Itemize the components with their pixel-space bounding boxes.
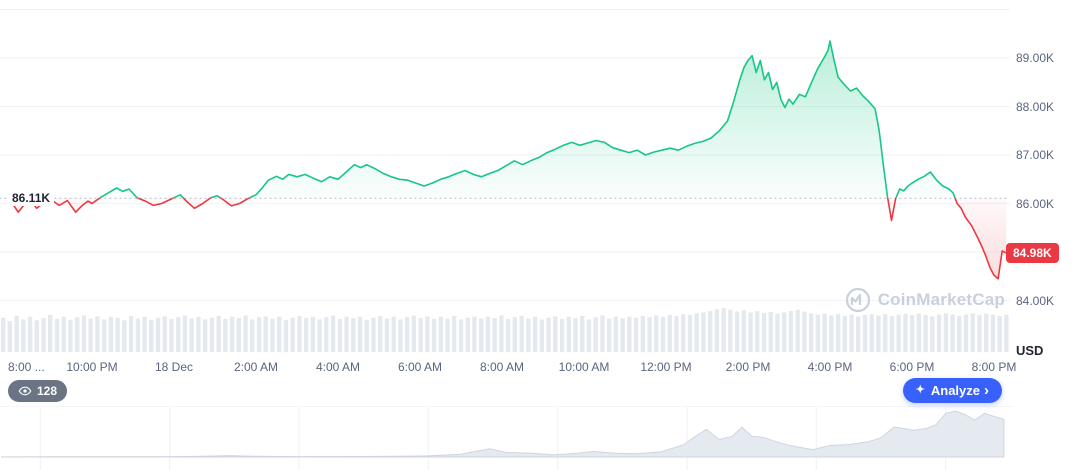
x-axis-label: 2:00 AM	[233, 360, 279, 374]
x-axis-label: 10:00 AM	[558, 360, 610, 374]
y-axis-label: 89.00K	[1016, 51, 1055, 65]
analyze-label: Analyze	[930, 383, 980, 398]
x-axis-label: 8:00 AM	[479, 360, 525, 374]
currency-label: USD	[1016, 343, 1044, 358]
coinmarketcap-logo-icon	[845, 287, 870, 313]
y-axis-label: 87.00K	[1016, 148, 1055, 162]
watchers-count: 128	[37, 384, 58, 398]
range-selector[interactable]: 2012201420162018202020222024	[0, 406, 1014, 470]
analyze-button[interactable]: ✦ Analyze ›	[902, 378, 1002, 403]
range-selector-area	[1, 410, 1005, 458]
current-price-badge: 84.98K	[1006, 243, 1059, 263]
x-axis-label: 6:00 PM	[889, 360, 935, 374]
x-axis-label: 4:00 AM	[315, 360, 361, 374]
range-selector-chart[interactable]	[0, 407, 1014, 470]
y-axis-label: 88.00K	[1016, 100, 1055, 114]
x-axis-label: 12:00 PM	[640, 360, 692, 374]
watchers-badge[interactable]: 128	[8, 380, 68, 402]
x-axis-label: 2:00 PM	[725, 360, 771, 374]
x-axis-label: 8:00 ...	[8, 360, 45, 374]
eye-icon	[18, 386, 32, 396]
x-axis-label: 6:00 AM	[397, 360, 443, 374]
watermark-text: CoinMarketCap	[877, 290, 1005, 309]
chevron-right-icon: ›	[984, 382, 989, 399]
x-axis-label: 4:00 PM	[807, 360, 853, 374]
coinmarketcap-watermark: CoinMarketCap	[845, 287, 1005, 313]
volume-bars	[1, 308, 1009, 352]
baseline-price-label: 86.11K	[8, 190, 55, 206]
sparkle-icon: ✦	[915, 384, 925, 396]
x-axis-label: 10:00 PM	[66, 360, 118, 374]
x-axis-label: 8:00 PM	[971, 360, 1017, 374]
y-axis-label: 84.00K	[1016, 294, 1055, 308]
x-axis-label: 18 Dec	[154, 360, 194, 374]
y-axis-label: 86.00K	[1016, 197, 1055, 211]
price-area-up	[99, 41, 956, 199]
price-line-up	[98, 40, 956, 199]
price-volume-chart[interactable]	[0, 0, 1010, 352]
